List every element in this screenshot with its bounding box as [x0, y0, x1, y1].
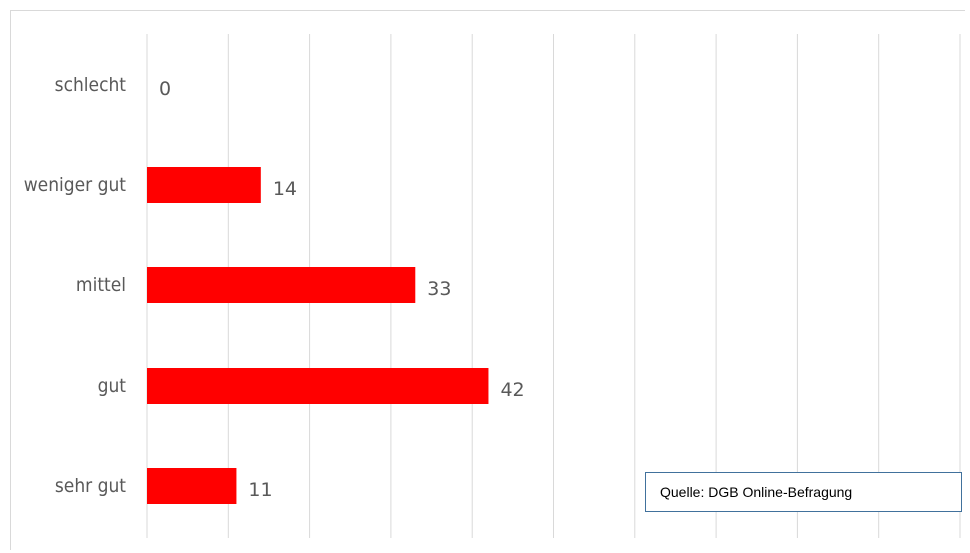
value-label: 0 [159, 78, 171, 100]
value-label: 42 [500, 379, 524, 401]
bar [147, 468, 237, 504]
source-note-text: Quelle: DGB Online-Befragung [660, 484, 853, 500]
category-label: weniger gut [24, 174, 127, 196]
bar [147, 267, 416, 303]
category-labels: schlecht weniger gut mittel gut sehr gut [24, 74, 127, 497]
bar [147, 167, 261, 203]
chart-frame [10, 10, 965, 550]
category-label: mittel [76, 274, 126, 296]
value-label: 33 [427, 278, 451, 300]
category-label: gut [98, 375, 127, 397]
value-label: 14 [273, 178, 297, 200]
category-label: schlecht [55, 74, 127, 96]
bars [147, 167, 489, 504]
source-note: Quelle: DGB Online-Befragung [645, 472, 962, 512]
value-labels: 0 14 33 42 11 [159, 78, 525, 501]
category-label: sehr gut [55, 475, 126, 497]
bar [147, 368, 489, 404]
value-label: 11 [248, 479, 272, 501]
